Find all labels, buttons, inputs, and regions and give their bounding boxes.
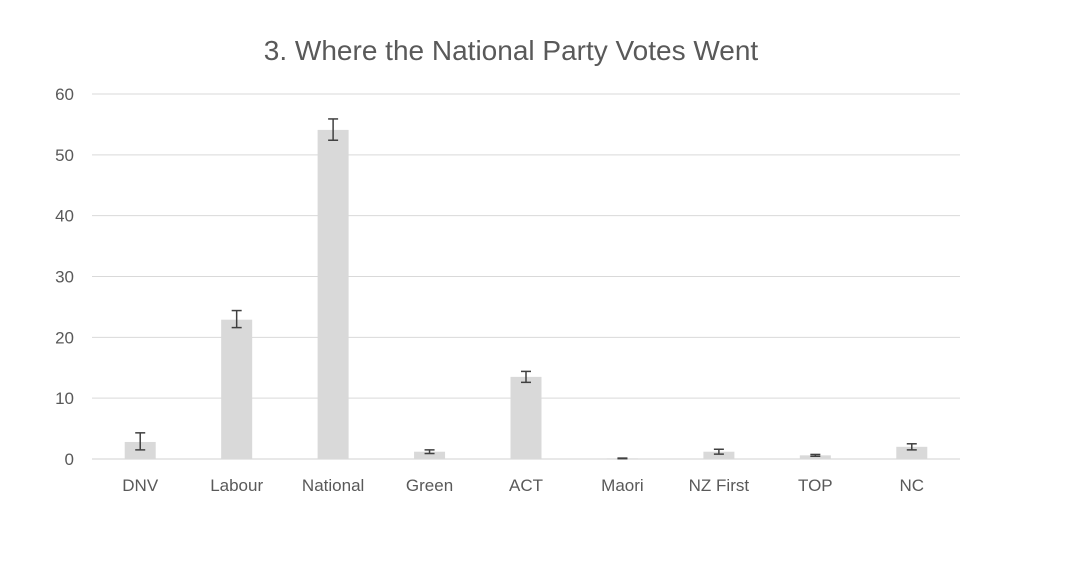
x-tick-label: NC: [899, 476, 924, 495]
error-bar-act: [521, 370, 531, 384]
x-axis-ticks: DNV Labour National Green ACT Maori NZ First TO…: [122, 476, 924, 495]
y-tick-label: 40: [55, 207, 74, 226]
error-bar-dnv: [135, 432, 146, 451]
error-bar-labour: [231, 309, 242, 329]
y-tick-label: 60: [55, 85, 74, 104]
bar-green: [414, 451, 446, 459]
x-tick-label: TOP: [798, 476, 833, 495]
bar-nz-first: [703, 451, 735, 459]
x-tick-label: NZ First: [689, 476, 750, 495]
y-tick-label: 50: [55, 146, 74, 165]
y-tick-label: 0: [65, 450, 74, 469]
error-bar-nz-first: [713, 448, 724, 455]
bar-national: [317, 129, 349, 459]
bar-labour: [221, 319, 253, 459]
error-bars: [135, 118, 917, 460]
error-bar-maori: [617, 457, 628, 460]
y-tick-label: 10: [55, 389, 74, 408]
error-bar-national: [328, 118, 339, 141]
x-tick-label: Labour: [210, 476, 263, 495]
x-tick-label: Green: [406, 476, 453, 495]
x-tick-label: National: [302, 476, 364, 495]
bar-act: [510, 376, 542, 459]
x-tick-label: ACT: [509, 476, 543, 495]
error-bar-top: [810, 453, 821, 458]
x-tick-label: Maori: [601, 476, 644, 495]
bars: [124, 129, 928, 460]
bar-nc: [896, 446, 928, 459]
y-tick-label: 30: [55, 268, 74, 287]
y-axis-ticks: 0 10 20 30 40 50 60: [55, 85, 74, 469]
y-tick-label: 20: [55, 328, 74, 347]
bar-top: [799, 455, 831, 459]
error-bar-green: [424, 449, 435, 455]
error-bar-nc: [906, 443, 917, 451]
x-tick-label: DNV: [122, 476, 159, 495]
chart-title: 3. Where the National Party Votes Went: [264, 35, 759, 66]
